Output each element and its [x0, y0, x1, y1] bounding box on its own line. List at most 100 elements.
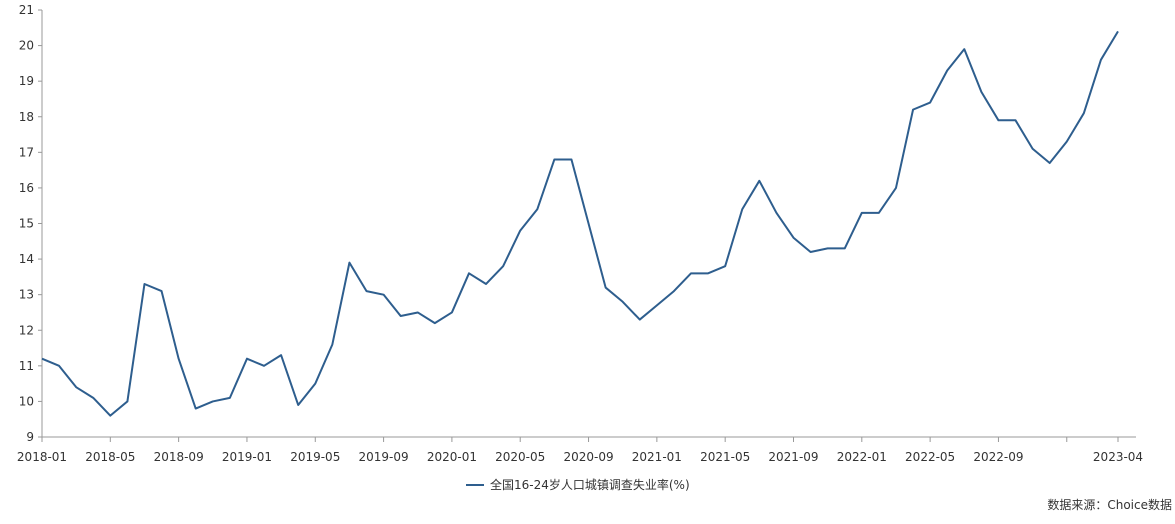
data-point — [417, 311, 419, 313]
data-point — [109, 415, 111, 417]
data-point — [126, 400, 128, 402]
y-tick-label: 17 — [19, 145, 34, 159]
legend-label-series-1: 全国16-24岁人口城镇调查失业率(%) — [490, 477, 690, 492]
data-point — [605, 287, 607, 289]
data-point — [178, 358, 180, 360]
data-point — [1117, 30, 1119, 32]
data-point — [161, 290, 163, 292]
data-point — [75, 386, 77, 388]
data-point — [41, 358, 43, 360]
data-point — [656, 304, 658, 306]
data-point — [58, 365, 60, 367]
data-point — [263, 365, 265, 367]
data-point — [929, 102, 931, 104]
source-note: 数据来源：Choice数据 — [1047, 497, 1172, 512]
legend: 全国16-24岁人口城镇调查失业率(%) — [466, 477, 690, 492]
x-axis: 2018-01 2018-05 2018-09 2019-01 2019-05 2019-… — [17, 436, 1143, 464]
data-point — [912, 109, 914, 111]
data-point — [1032, 148, 1034, 150]
x-tick-label: 2023-04 — [1093, 450, 1143, 464]
data-point — [622, 301, 624, 303]
data-point — [143, 283, 145, 285]
x-tick-label: 2019-05 — [290, 450, 340, 464]
data-point — [280, 354, 282, 356]
x-tick-label: 2021-09 — [768, 450, 818, 464]
y-tick-label: 21 — [19, 3, 34, 17]
data-point — [707, 272, 709, 274]
y-tick-label: 19 — [19, 74, 34, 88]
data-point — [502, 265, 504, 267]
y-tick-label: 14 — [19, 252, 34, 266]
series-lines — [41, 30, 1119, 417]
x-tick-label: 2022-01 — [837, 450, 887, 464]
data-point — [383, 294, 385, 296]
x-tick-label: 2022-05 — [905, 450, 955, 464]
y-tick-label: 9 — [26, 430, 34, 444]
data-point — [92, 397, 94, 399]
data-point — [724, 265, 726, 267]
data-point — [895, 187, 897, 189]
data-point — [212, 400, 214, 402]
x-tick-label: 2020-05 — [495, 450, 545, 464]
y-axis: 9 10 11 12 13 14 15 16 17 18 19 20 21 — [19, 3, 43, 444]
data-point — [400, 315, 402, 317]
data-point — [331, 343, 333, 345]
x-tick-label: 2018-01 — [17, 450, 67, 464]
data-point — [229, 397, 231, 399]
data-point — [827, 247, 829, 249]
data-point — [434, 322, 436, 324]
y-tick-label: 12 — [19, 323, 34, 337]
data-point — [741, 208, 743, 210]
data-point — [1083, 112, 1085, 114]
data-point — [314, 383, 316, 385]
y-tick-label: 10 — [19, 394, 34, 408]
data-point — [844, 247, 846, 249]
y-tick-label: 20 — [19, 39, 34, 53]
data-point — [519, 230, 521, 232]
data-point — [673, 290, 675, 292]
data-point — [348, 262, 350, 264]
data-point — [758, 180, 760, 182]
data-point — [792, 237, 794, 239]
data-point — [775, 212, 777, 214]
data-point — [297, 404, 299, 406]
data-point — [1049, 162, 1051, 164]
data-point — [1066, 141, 1068, 143]
x-tick-label: 2020-09 — [563, 450, 613, 464]
data-point — [1015, 119, 1017, 121]
x-tick-label: 2018-05 — [85, 450, 135, 464]
data-point — [997, 119, 999, 121]
data-point — [468, 272, 470, 274]
y-tick-label: 13 — [19, 288, 34, 302]
y-tick-label: 11 — [19, 359, 34, 373]
data-point — [570, 158, 572, 160]
data-point — [946, 69, 948, 71]
data-point — [536, 208, 538, 210]
x-tick-label: 2021-01 — [632, 450, 682, 464]
data-point — [861, 212, 863, 214]
series-line-youth-unemployment — [41, 30, 1119, 417]
data-point — [810, 251, 812, 253]
data-point — [963, 48, 965, 50]
data-point — [639, 319, 641, 321]
x-tick-label: 2021-05 — [700, 450, 750, 464]
x-tick-label: 2022-09 — [973, 450, 1023, 464]
data-point — [588, 223, 590, 225]
data-point — [980, 91, 982, 93]
data-point — [553, 158, 555, 160]
data-point — [195, 408, 197, 410]
y-tick-label: 16 — [19, 181, 34, 195]
y-tick-label: 18 — [19, 110, 34, 124]
data-point — [485, 283, 487, 285]
data-point — [1100, 59, 1102, 61]
data-point — [451, 311, 453, 313]
x-tick-label: 2020-01 — [427, 450, 477, 464]
x-tick-label: 2019-09 — [359, 450, 409, 464]
data-point — [366, 290, 368, 292]
x-tick-label: 2019-01 — [222, 450, 272, 464]
y-tick-label: 15 — [19, 217, 34, 231]
data-point — [246, 358, 248, 360]
data-point — [878, 212, 880, 214]
data-point — [690, 272, 692, 274]
